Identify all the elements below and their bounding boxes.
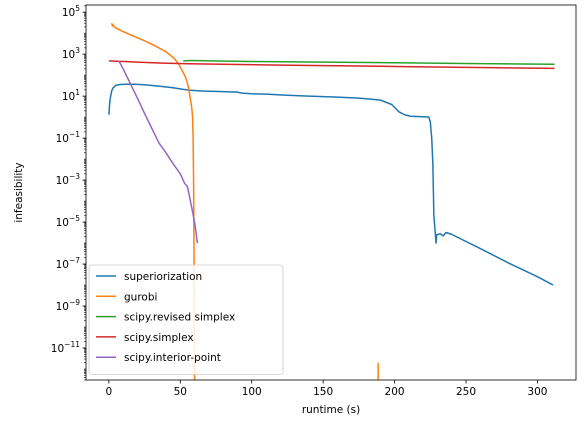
x-tick-label: 300 [527, 386, 547, 398]
x-tick-label: 150 [313, 386, 333, 398]
series-layer [108, 22, 555, 380]
legend-box [88, 264, 284, 375]
series-line-1 [108, 83, 554, 286]
x-axis-label: runtime (s) [302, 404, 360, 416]
legend: superiorization gurobi scipy.revised simpl… [88, 264, 284, 375]
x-tick-label: 50 [174, 386, 187, 398]
series-line-3 [183, 59, 555, 66]
series-line-4 [108, 60, 555, 70]
legend-label: gurobi [124, 291, 157, 303]
x-tick-label: 0 [106, 386, 113, 398]
y-axis-label: infeasibility [13, 162, 25, 222]
axes-frame [85, 4, 577, 381]
x-tick-label: 200 [385, 386, 405, 398]
series-line-5 [118, 60, 199, 244]
x-tick-label: 250 [456, 386, 476, 398]
series-line-2 [110, 22, 196, 380]
legend-label: scipy.revised simplex [124, 312, 235, 324]
x-tick-label: 100 [242, 386, 262, 398]
legend-label: scipy.simplex [124, 332, 194, 344]
legend-label: superiorization [124, 271, 202, 283]
legend-label: scipy.interior-point [124, 352, 221, 364]
